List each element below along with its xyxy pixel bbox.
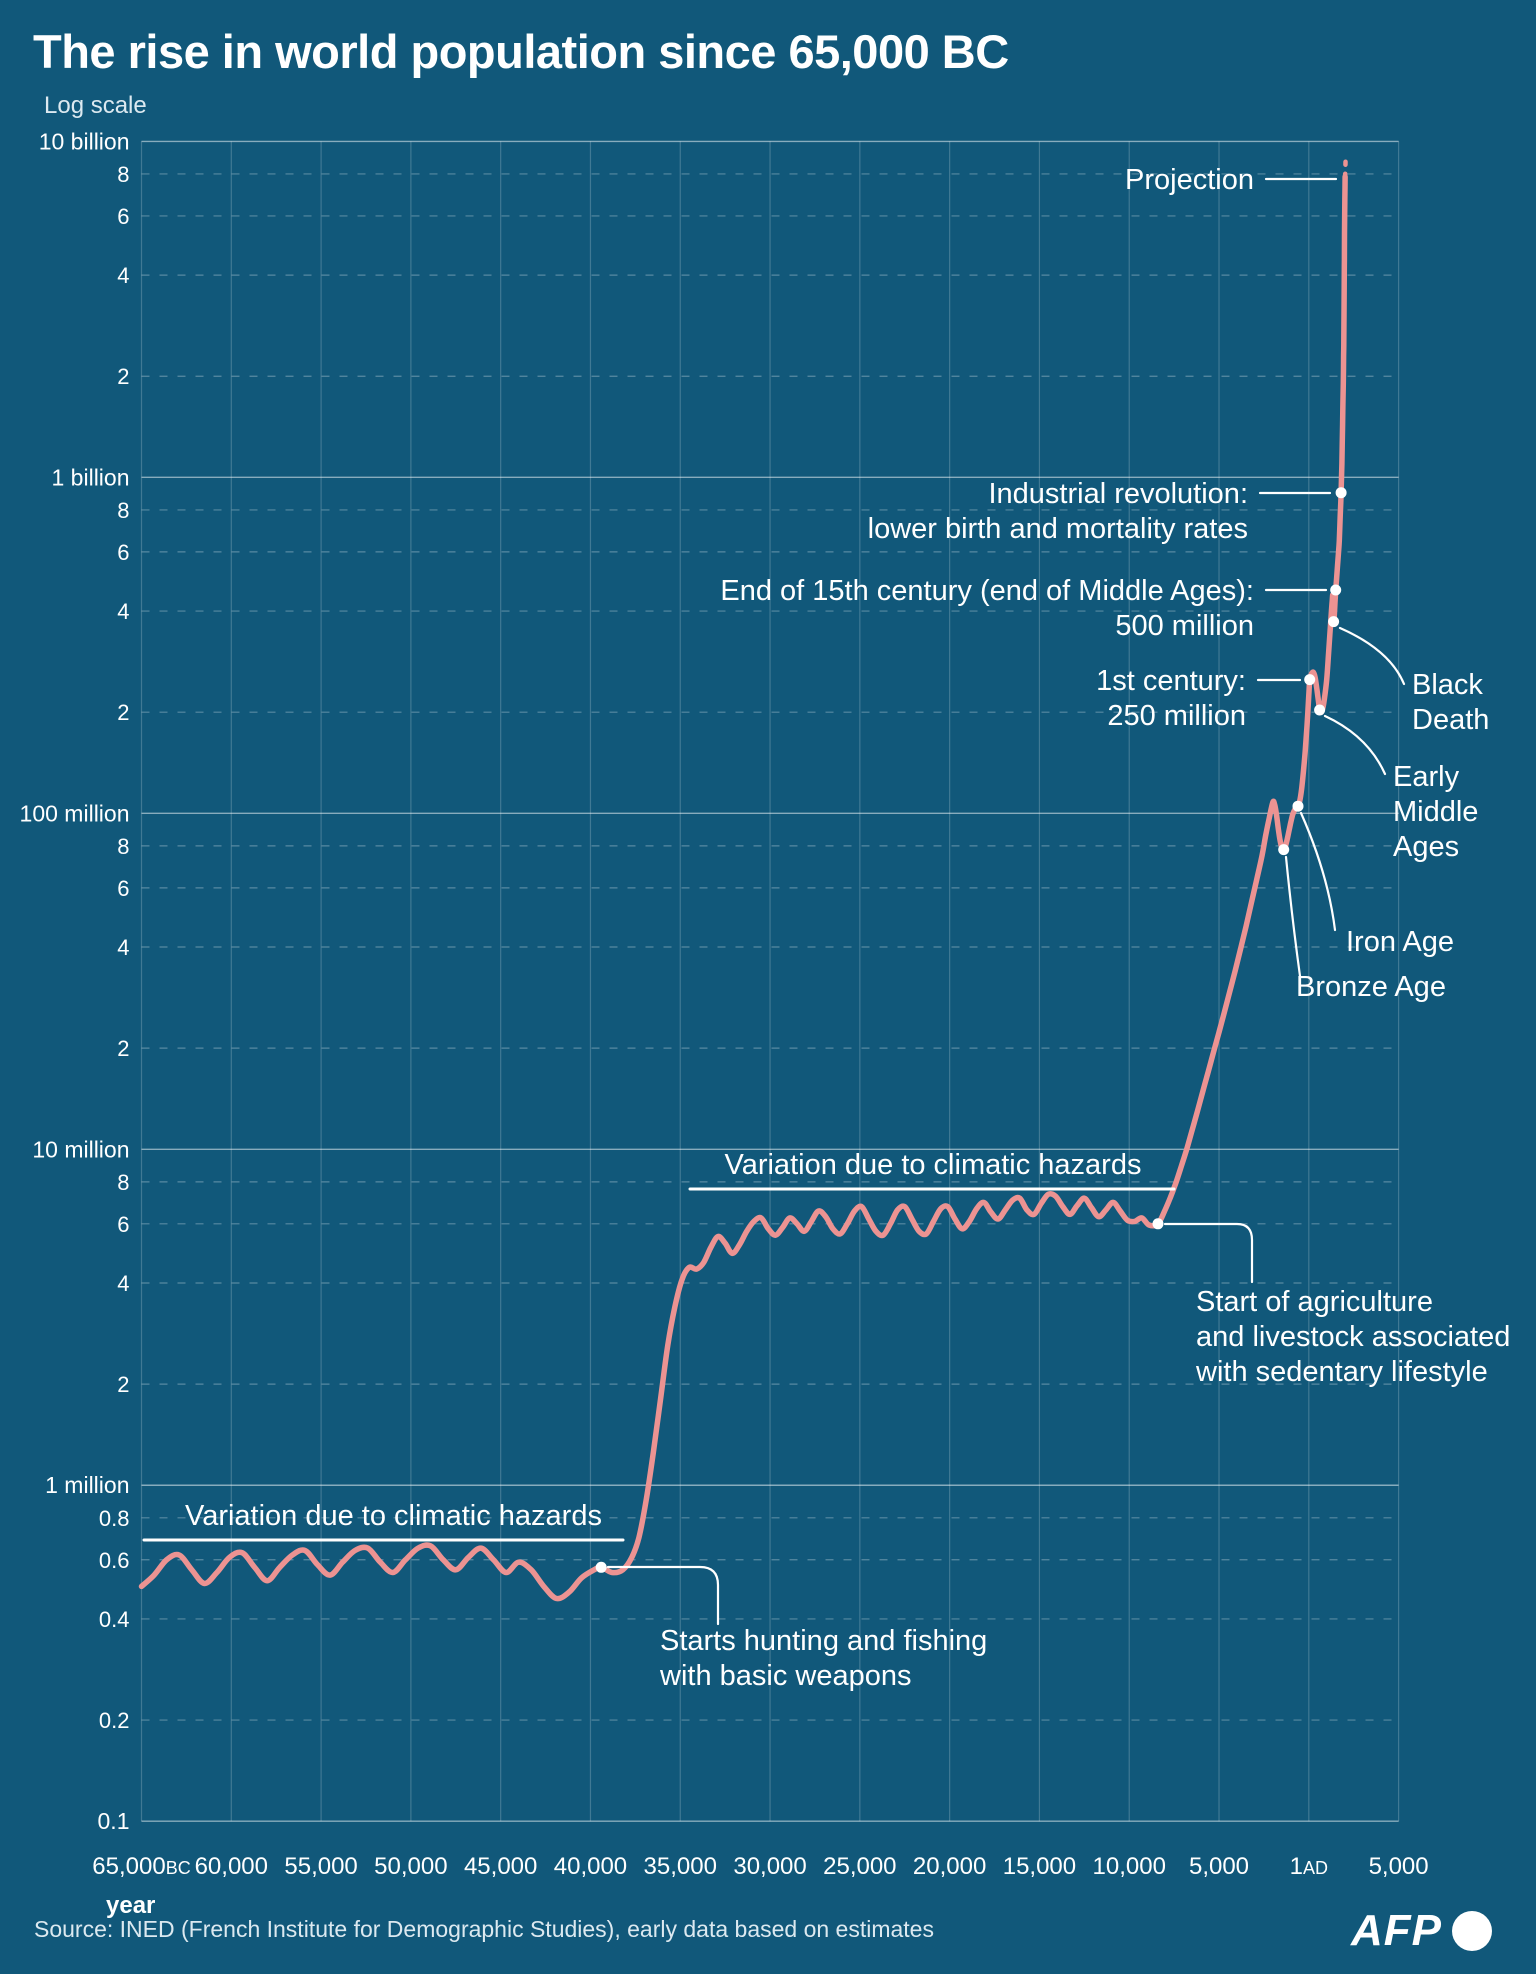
annotation-first-century-line2: 250 million	[1107, 700, 1246, 732]
agriculture-leader-line	[1163, 1222, 1254, 1284]
y-tick-label: 4	[117, 1271, 129, 1296]
log-scale-label: Log scale	[44, 92, 147, 119]
annotation-bronze-age: Bronze Age	[1296, 971, 1446, 1003]
early-middle-ages-leader-line	[1323, 714, 1387, 776]
annotation-variation-left: Variation due to climatic hazards	[185, 1500, 602, 1532]
y-tick-label: 2	[117, 700, 129, 725]
y-tick-label: 8	[117, 1170, 129, 1195]
y-tick-label: 6	[117, 876, 129, 901]
y-tick-label: 8	[117, 498, 129, 523]
y-tick-label: 100 million	[20, 800, 130, 826]
annotation-early-middle-ages-line2: Middle	[1393, 796, 1478, 828]
y-tick-label: 6	[117, 540, 129, 565]
gridlines	[140, 140, 1400, 1822]
event-dot-iron-age	[1292, 800, 1304, 812]
annotation-early-middle-ages-line3: Ages	[1393, 831, 1459, 863]
y-tick-label: 1 billion	[52, 464, 130, 490]
annotation-projection: Projection	[1125, 164, 1254, 196]
x-axis-title: year	[106, 1892, 155, 1919]
black-death-leader-line	[1338, 626, 1406, 686]
x-tick-label: 45,000	[464, 1853, 537, 1880]
annotation-first-century-line1: 1st century:	[1096, 665, 1246, 697]
x-tick-label: 10,000	[1093, 1853, 1166, 1880]
y-tick-label: 10 billion	[39, 128, 130, 154]
x-tick-label: 50,000	[374, 1853, 447, 1880]
annotation-industrial-revolution-line1: Industrial revolution:	[988, 478, 1248, 510]
x-tick-label: 40,000	[554, 1853, 627, 1880]
chart-title: The rise in world population since 65,00…	[33, 25, 1009, 78]
x-tick-label: 5,000	[1369, 1853, 1429, 1880]
hunting-leader-line	[606, 1565, 720, 1626]
y-tick-label: 4	[117, 599, 129, 624]
annotation-industrial-revolution-line2: lower birth and mortality rates	[868, 513, 1248, 545]
annotation-hunting-line2: with basic weapons	[659, 1660, 911, 1692]
y-tick-label: 6	[117, 1212, 129, 1237]
annotation-end-15th-century-line1: End of 15th century (end of Middle Ages)…	[720, 575, 1254, 607]
x-tick-label: 35,000	[644, 1853, 717, 1880]
event-dots	[595, 487, 1347, 1573]
y-tick-label: 2	[117, 1036, 129, 1061]
x-tick-label: 20,000	[913, 1853, 986, 1880]
x-tick-label: 25,000	[823, 1853, 896, 1880]
event-dot-industrial-revolution	[1335, 487, 1347, 499]
annotation-agriculture-line2: and livestock associated	[1196, 1321, 1510, 1353]
annotation-black-death-line1: Black	[1412, 669, 1483, 701]
y-tick-label: 0.1	[98, 1808, 130, 1834]
annotation-hunting-line1: Starts hunting and fishing	[660, 1625, 987, 1657]
projection-line	[1342, 150, 1349, 179]
x-tick-label: 60,000	[195, 1853, 268, 1880]
y-tick-label: 8	[117, 162, 129, 187]
x-tick-label: 5,000	[1189, 1853, 1249, 1880]
source-credit: Source: INED (French Institute for Demog…	[34, 1916, 934, 1942]
y-tick-label: 8	[117, 834, 129, 859]
event-dot-hunting	[595, 1561, 607, 1573]
afp-logo-globe-icon	[1452, 1911, 1492, 1951]
x-tick-label: 30,000	[733, 1853, 806, 1880]
y-tick-label: 4	[117, 935, 129, 960]
series-layer	[138, 150, 1349, 1602]
x-tick-label: 55,000	[284, 1853, 357, 1880]
event-dot-end-15th-century	[1330, 584, 1342, 596]
y-tick-label: 4	[117, 263, 129, 288]
population-series-line	[138, 173, 1348, 1602]
y-tick-label: 0.8	[99, 1506, 130, 1531]
annotation-variation-middle: Variation due to climatic hazards	[725, 1149, 1142, 1181]
annotation-iron-age: Iron Age	[1346, 926, 1454, 958]
afp-logo-text: AFP	[1351, 1906, 1442, 1955]
annotation-early-middle-ages-line1: Early	[1393, 761, 1460, 793]
annotation-end-15th-century-line2: 500 million	[1115, 610, 1254, 642]
annotation-agriculture-line1: Start of agriculture	[1196, 1286, 1433, 1318]
event-dot-first-century	[1304, 674, 1316, 686]
event-dot-agriculture	[1152, 1218, 1164, 1230]
event-dot-early-middle-ages	[1314, 704, 1326, 716]
y-tick-label: 2	[117, 364, 129, 389]
y-tick-label: 0.6	[99, 1548, 130, 1573]
y-tick-label: 1 million	[45, 1472, 129, 1498]
x-tick-label: 1AD	[1290, 1853, 1328, 1880]
axis-labels: 65,000BC 60,000 55,000 50,000 45,000 40,000 35…	[20, 128, 1429, 1880]
event-dot-black-death	[1328, 616, 1340, 628]
x-tick-label: 15,000	[1003, 1853, 1076, 1880]
y-tick-label: 2	[117, 1372, 129, 1397]
y-tick-label: 6	[117, 204, 129, 229]
y-tick-label: 0.2	[99, 1708, 130, 1733]
bronze-age-leader-line	[1284, 855, 1302, 978]
iron-age-leader-line	[1299, 811, 1337, 932]
x-tick-label: 65,000BC	[92, 1853, 190, 1880]
annotation-agriculture-line3: with sedentary lifestyle	[1195, 1356, 1488, 1388]
y-tick-label: 0.4	[99, 1607, 130, 1632]
annotations: Projection Industrial revolution: lower …	[106, 164, 1510, 1919]
y-tick-label: 10 million	[32, 1136, 129, 1162]
afp-logo: AFP	[1351, 1906, 1492, 1956]
annotation-black-death-line2: Death	[1412, 704, 1489, 736]
event-dot-bronze-age	[1278, 844, 1290, 856]
